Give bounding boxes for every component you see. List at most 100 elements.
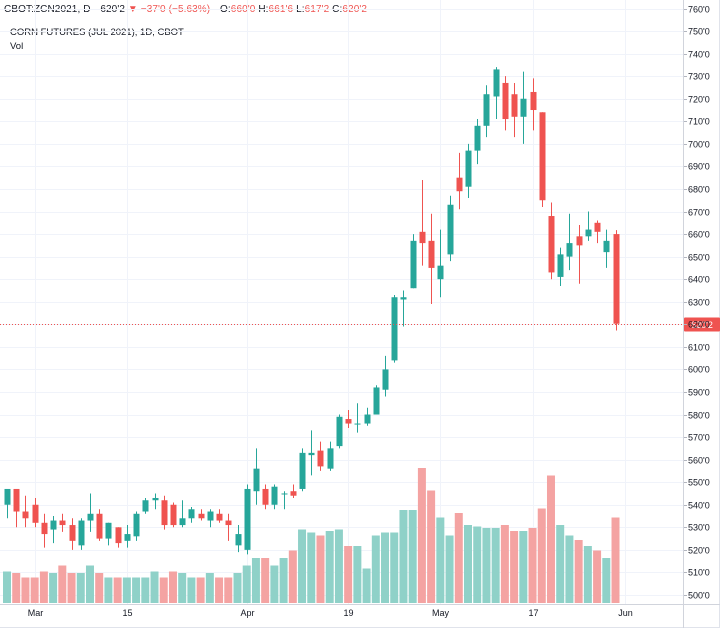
- candle-body: [447, 204, 454, 255]
- volume-bar: [270, 565, 279, 603]
- volume-bar: [233, 573, 242, 603]
- price-tick-label: 660'0: [688, 230, 710, 240]
- candle-body: [391, 297, 398, 361]
- candle-body: [317, 450, 324, 467]
- volume-bar: [122, 577, 131, 603]
- candle-body: [594, 222, 601, 232]
- candle-body: [299, 452, 306, 489]
- volume-bar: [159, 577, 168, 603]
- candle-body: [373, 387, 380, 415]
- price-tick-label: 500'0: [688, 591, 710, 601]
- price-tick-label: 710'0: [688, 117, 710, 127]
- volume-bar: [546, 475, 555, 603]
- candle-body: [32, 504, 39, 523]
- price-tick-label: 540'0: [688, 501, 710, 511]
- price-tick-label: 640'0: [688, 275, 710, 285]
- volume-bar: [104, 577, 113, 603]
- grid-lines: [0, 0, 683, 604]
- volume-bar: [307, 532, 316, 603]
- candle-body: [87, 513, 94, 521]
- volume-bar: [279, 558, 288, 603]
- volume-bar: [519, 531, 528, 603]
- candle-body: [170, 504, 177, 526]
- candle-body: [69, 525, 76, 541]
- candle-body: [281, 493, 288, 495]
- candle-body: [483, 94, 490, 126]
- volume-bars: [3, 468, 620, 603]
- candle-body: [400, 297, 407, 300]
- time-tick-label: Mar: [28, 608, 44, 618]
- candle-body: [207, 511, 214, 521]
- candle-body: [465, 150, 472, 187]
- price-tick-label: 560'0: [688, 456, 710, 466]
- price-tick-label: 720'0: [688, 95, 710, 105]
- price-tick-label: 680'0: [688, 185, 710, 195]
- volume-bar: [150, 571, 159, 603]
- candle-body: [22, 511, 29, 519]
- candle-body: [539, 112, 546, 201]
- volume-bar: [574, 540, 583, 603]
- volume-bar: [12, 573, 21, 603]
- candle-body: [502, 82, 509, 120]
- volume-bar: [316, 535, 325, 603]
- volume-bar: [500, 525, 509, 603]
- candle-body: [188, 509, 195, 519]
- price-axis: 500'0 510'0 520'0 530'0 540'0 550'0 560'0 570'0…: [683, 0, 710, 628]
- candle-body: [474, 125, 481, 151]
- price-tick-label: 610'0: [688, 343, 710, 353]
- candle-body: [133, 513, 140, 537]
- candle-body: [13, 488, 20, 512]
- volume-bar: [205, 573, 214, 603]
- volume-bar: [39, 571, 48, 603]
- candle-body: [59, 520, 66, 526]
- volume-bar: [417, 468, 426, 603]
- candle-body: [290, 491, 297, 496]
- volume-bar: [593, 550, 602, 603]
- volume-bar: [445, 535, 454, 603]
- volume-bar: [464, 525, 472, 603]
- volume-bar: [288, 550, 297, 603]
- volume-bar: [399, 510, 408, 603]
- candle-body: [557, 254, 564, 277]
- last-price-line: 620'2: [0, 317, 720, 332]
- price-tick-label: 650'0: [688, 253, 710, 263]
- candle-body: [142, 500, 149, 512]
- volume-bar: [132, 577, 141, 603]
- last-price-badge-label: 620'2: [691, 320, 713, 330]
- volume-bar: [528, 528, 537, 603]
- volume-bar: [473, 526, 482, 603]
- candle-body: [50, 520, 57, 530]
- candle-body: [364, 414, 371, 424]
- volume-bar: [141, 577, 150, 603]
- volume-bar: [196, 577, 205, 603]
- candle-body: [262, 488, 269, 505]
- candle-body: [585, 229, 592, 237]
- volume-bar: [261, 558, 270, 603]
- price-tick-label: 740'0: [688, 50, 710, 60]
- time-axis: Mar 15 Apr 19 May 17 Jun: [0, 604, 720, 618]
- price-tick-label: 600'0: [688, 365, 710, 375]
- candle-body: [244, 488, 251, 550]
- candle-body: [96, 513, 103, 539]
- volume-bar: [242, 565, 251, 603]
- volume-bar: [362, 568, 371, 603]
- price-tick-label: 690'0: [688, 162, 710, 172]
- candle-body: [576, 236, 583, 246]
- volume-bar: [436, 517, 445, 603]
- candle-body: [115, 527, 122, 544]
- volume-bar: [556, 525, 565, 603]
- volume-bar: [168, 571, 177, 603]
- volume-bar: [381, 532, 390, 603]
- volume-bar: [113, 577, 122, 603]
- candle-body: [456, 177, 463, 192]
- candle-body: [345, 419, 352, 424]
- candle-body: [124, 534, 131, 541]
- price-tick-label: 530'0: [688, 523, 710, 533]
- time-tick-label: 15: [122, 608, 132, 618]
- volume-bar: [491, 528, 500, 603]
- candle-body: [179, 518, 186, 526]
- candle-body: [336, 416, 343, 447]
- price-tick-label: 580'0: [688, 411, 710, 421]
- price-tick-label: 590'0: [688, 388, 710, 398]
